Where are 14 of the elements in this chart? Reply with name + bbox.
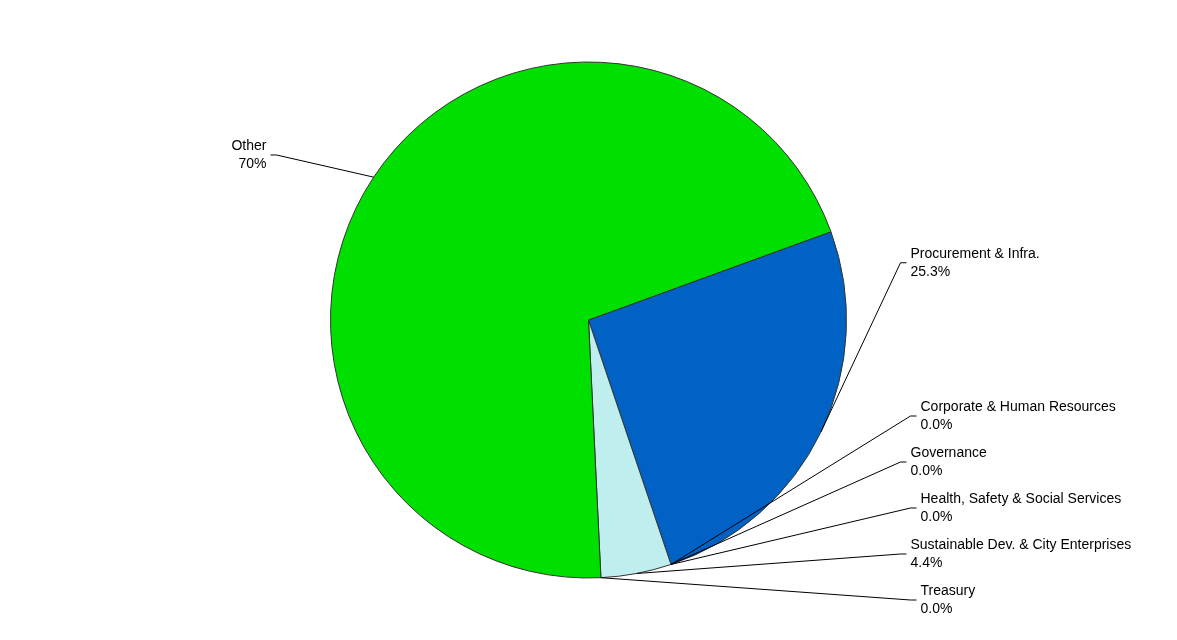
slice-label: Procurement & Infra. bbox=[910, 244, 1040, 261]
text: 0.0% bbox=[910, 461, 943, 478]
data-label: 4.4% bbox=[910, 553, 943, 570]
category-label: Corporate & Human Resources bbox=[920, 397, 1116, 414]
category-label: Health, Safety & Social Services bbox=[920, 489, 1122, 506]
text: 0.0% bbox=[920, 507, 953, 524]
category-label: Governance bbox=[910, 443, 987, 460]
slice-label: Other bbox=[231, 136, 267, 153]
slice-label: Sustainable Dev. & City Enterprises bbox=[910, 535, 1132, 552]
category-label: Treasury bbox=[920, 581, 976, 598]
text: 0.0% bbox=[920, 599, 953, 616]
data-label: 25.3% bbox=[910, 262, 951, 279]
data-label: 70% bbox=[238, 154, 267, 171]
text: 0.0% bbox=[920, 415, 953, 432]
